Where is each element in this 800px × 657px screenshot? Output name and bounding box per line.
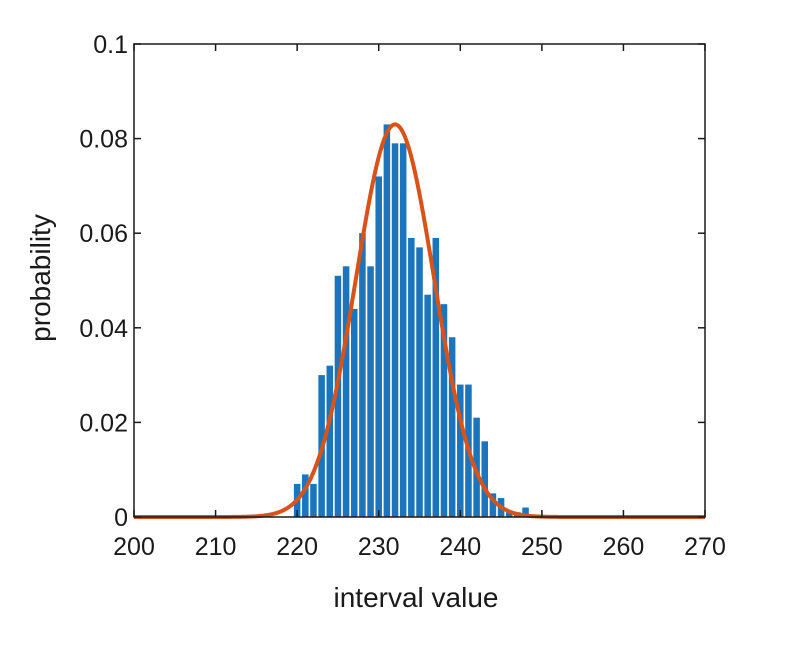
- ticks-layer: 200 210 220 230 240 250 260 270 0 0.02 0.04 0.06 0.0…: [79, 31, 726, 561]
- x-tick-label: 240: [439, 533, 481, 561]
- x-tick-label: 250: [521, 533, 563, 561]
- bars-layer: [293, 124, 529, 517]
- y-tick-label: 0: [114, 504, 128, 532]
- x-tick-label: 200: [113, 533, 155, 561]
- histogram-bar: [334, 275, 342, 517]
- plot-frame: [133, 43, 706, 518]
- y-tick-label: 0.1: [93, 31, 128, 59]
- y-tick-label: 0.08: [79, 126, 128, 154]
- x-tick-label: 220: [276, 533, 318, 561]
- histogram-bar: [350, 308, 358, 517]
- x-tick-label: 210: [195, 533, 237, 561]
- histogram-bar: [375, 176, 382, 517]
- histogram-bar: [481, 441, 489, 517]
- x-tick-label: 230: [358, 533, 400, 561]
- x-tick-label: 260: [603, 533, 645, 561]
- histogram-bar: [432, 237, 440, 517]
- histogram-bar: [522, 507, 529, 517]
- histogram-bar: [391, 143, 399, 517]
- histogram-bar: [505, 512, 513, 517]
- y-tick-label: 0.02: [79, 409, 128, 437]
- histogram-bar: [302, 474, 309, 517]
- x-axis-title: interval value: [334, 582, 499, 613]
- histogram-bar: [367, 266, 374, 517]
- histogram-bar: [448, 337, 456, 517]
- histogram-bar: [310, 483, 317, 517]
- histogram-bar: [440, 304, 448, 517]
- y-tick-label: 0.06: [79, 220, 128, 248]
- histogram-bar: [383, 124, 391, 517]
- histogram-bar: [489, 493, 497, 517]
- y-axis-title: probability: [25, 214, 56, 342]
- histogram-bar: [399, 143, 407, 517]
- histogram-bar: [457, 384, 464, 517]
- histogram-bar: [359, 233, 366, 517]
- histogram-bar: [424, 294, 431, 517]
- histogram-bar: [408, 237, 415, 517]
- axes-layer: [133, 43, 706, 518]
- x-tick-label: 270: [684, 533, 726, 561]
- histogram-bar: [342, 266, 350, 517]
- y-tick-label: 0.04: [79, 315, 128, 343]
- histogram-bar: [416, 247, 423, 517]
- histogram-bar: [326, 365, 334, 517]
